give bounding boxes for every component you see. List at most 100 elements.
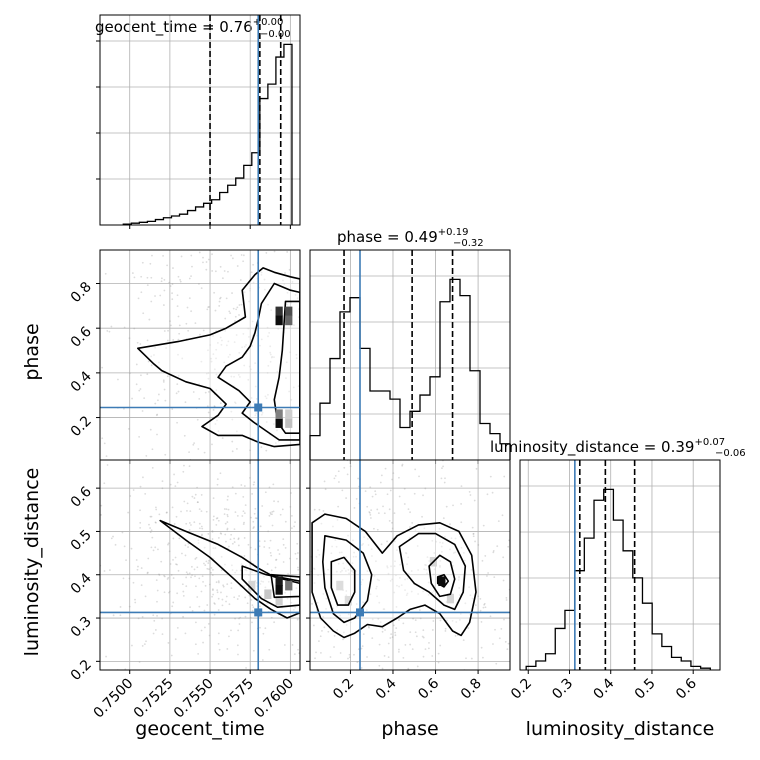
sample-dot <box>119 606 122 608</box>
sample-dot <box>363 216 365 218</box>
sample-dot <box>303 337 305 339</box>
sample-dot <box>250 516 252 519</box>
sample-dot <box>274 442 277 444</box>
sample-dot <box>325 607 327 610</box>
sample-dot <box>245 344 247 346</box>
sample-dot <box>318 508 321 511</box>
sample-dot <box>269 539 272 542</box>
sample-dot <box>162 254 164 257</box>
sample-dot <box>274 496 276 498</box>
sample-dot <box>149 428 152 431</box>
sample-dot <box>439 541 441 544</box>
sample-dot <box>272 510 275 513</box>
sample-dot <box>149 531 152 534</box>
sample-dot <box>362 543 364 545</box>
sample-dot <box>254 385 257 388</box>
sample-dot <box>173 473 175 476</box>
sample-dot <box>315 230 317 232</box>
sample-dot <box>321 629 323 632</box>
sample-dot <box>217 519 220 522</box>
y-tick-label: 0.6 <box>68 484 95 511</box>
sample-dot <box>191 609 194 612</box>
sample-dot <box>295 587 298 590</box>
sample-dot <box>227 356 230 358</box>
sample-dot <box>196 486 198 489</box>
sample-dot <box>306 475 308 477</box>
sample-dot <box>425 568 428 571</box>
sample-dot <box>375 587 378 590</box>
sample-dot <box>272 423 275 425</box>
sample-dot <box>417 569 420 571</box>
sample-dot <box>200 525 203 528</box>
contour-level <box>311 513 477 639</box>
histogram-step-line <box>122 43 293 225</box>
sample-dot <box>496 545 499 548</box>
sample-dot <box>343 567 346 570</box>
sample-dot <box>532 602 534 604</box>
sample-dot <box>172 601 175 604</box>
sample-dot <box>200 629 203 632</box>
sample-dot <box>244 514 246 516</box>
sample-dot <box>323 489 325 491</box>
sample-dot <box>169 285 172 287</box>
sample-dot <box>224 563 226 566</box>
x-tick-label: 0.4 <box>373 675 400 702</box>
sample-dot <box>429 437 431 439</box>
sample-dot <box>564 534 566 536</box>
sample-dot <box>129 495 132 497</box>
sample-dot <box>104 513 106 515</box>
sample-dot <box>133 327 136 330</box>
sample-dot <box>237 477 239 479</box>
sample-dot <box>144 492 147 495</box>
sample-dot <box>494 628 496 631</box>
sample-dot <box>151 463 153 465</box>
sample-dot <box>389 637 392 639</box>
sample-dot <box>268 501 270 503</box>
sample-dot <box>375 560 377 563</box>
y-axis-label-luminosity-distance: luminosity_distance <box>21 468 43 657</box>
sample-dot <box>502 579 505 582</box>
sample-dot <box>93 249 95 251</box>
sample-dot <box>190 254 193 257</box>
geocent-time-title-minus: −0.00 <box>260 29 291 40</box>
sample-dot <box>561 541 563 543</box>
sample-dot <box>283 502 285 504</box>
sample-dot <box>347 613 350 616</box>
sample-dot <box>329 617 332 619</box>
sample-dot <box>321 722 323 724</box>
sample-dot <box>165 347 167 349</box>
sample-dot <box>458 575 460 578</box>
sample-dot <box>208 568 210 571</box>
sample-dot <box>250 244 252 246</box>
sample-dot <box>224 492 226 494</box>
sample-dot <box>384 467 387 470</box>
sample-dot <box>269 353 272 356</box>
sample-dot <box>222 171 224 173</box>
contour-level <box>398 532 467 611</box>
sample-dot <box>388 324 390 326</box>
sample-dot <box>208 583 211 586</box>
sample-dot <box>192 391 195 393</box>
sample-dot <box>178 332 181 335</box>
sample-dot <box>234 401 236 404</box>
sample-dot <box>233 541 236 543</box>
sample-dot <box>364 208 366 210</box>
sample-dot <box>221 277 224 280</box>
sample-dot <box>167 543 169 546</box>
sample-dot <box>195 585 197 588</box>
sample-dot <box>316 626 318 628</box>
sample-dot <box>69 240 71 242</box>
sample-dot <box>360 209 362 211</box>
sample-dot <box>156 589 159 592</box>
sample-dot <box>275 559 277 561</box>
sample-dot <box>213 636 215 638</box>
sample-dot <box>383 512 386 515</box>
sample-dot <box>468 586 471 589</box>
sample-dot <box>336 629 339 631</box>
sample-dot <box>405 552 408 555</box>
sample-dot <box>308 537 310 539</box>
sample-dot <box>205 372 208 375</box>
sample-dot <box>222 585 225 588</box>
sample-dot <box>193 219 195 221</box>
